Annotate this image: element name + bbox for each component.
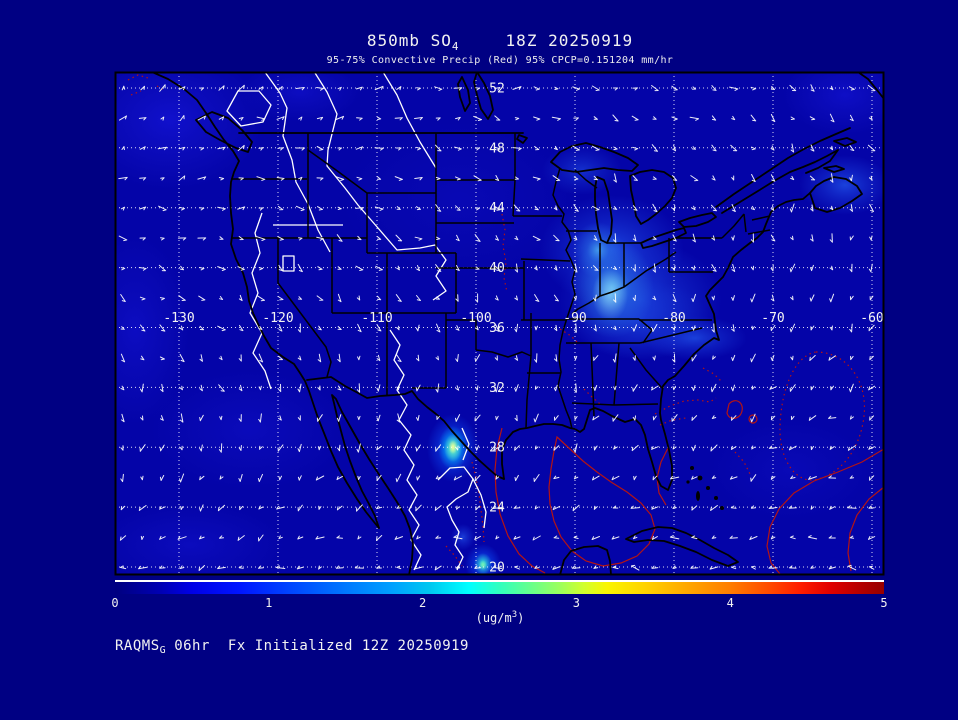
lat-tick-label: 28: [489, 441, 505, 456]
colorbar-tick-label: 2: [418, 596, 427, 610]
lon-tick-label: -100: [460, 311, 491, 326]
lon-tick-label: -130: [163, 311, 194, 326]
colorbar-tick-label: 1: [265, 596, 273, 610]
unit-suffix: ): [517, 611, 525, 625]
colorbar-tick-label: 0: [111, 596, 119, 610]
precip-contours-red: [127, 74, 883, 574]
lon-tick-label: -60: [860, 311, 883, 326]
coastline-borders: [152, 73, 883, 574]
axis-tick-labels: -130 -120 -110 -100 -90 -80 -70 -60 52 48 44 40 36 32…: [163, 82, 883, 576]
colorbar-gradient: [115, 580, 884, 594]
lon-tick-label: -70: [761, 311, 784, 326]
lat-tick-label: 24: [489, 501, 505, 516]
islands: [686, 466, 724, 510]
colorbar-tick-label: 3: [572, 596, 581, 610]
unit-prefix: (ug/m: [475, 611, 512, 625]
lon-tick-label: -90: [563, 311, 586, 326]
colorbar-tick-label: 5: [880, 596, 888, 610]
colorbar-unit-label: (ug/m3): [115, 610, 885, 625]
lat-tick-label: 40: [489, 261, 505, 276]
colorbar-tick-label: 4: [726, 596, 734, 610]
lat-tick-label: 52: [489, 82, 505, 97]
map-frame: [114, 71, 885, 576]
title-species: 850mb SO: [366, 31, 452, 50]
lat-tick-label: 36: [489, 321, 505, 336]
title-valid-time: 18Z 20250919: [505, 31, 634, 50]
plot-subtitle: 95-75% Convective Precip (Red) 95% CPCP=…: [326, 55, 674, 66]
forecast-hour: 06hr: [174, 638, 210, 654]
lon-tick-label: -120: [262, 311, 293, 326]
lat-tick-label: 48: [489, 141, 505, 156]
model-annotation: RAQMSG 06hr Fx Initialized 12Z 20250919: [115, 638, 469, 656]
lon-tick-label: -110: [361, 311, 392, 326]
wind-vectors: [118, 84, 876, 571]
lat-tick-label: 20: [489, 561, 505, 576]
state-borders: [231, 133, 771, 430]
lat-tick-label: 44: [489, 201, 505, 216]
model-name: RAQMS: [115, 638, 160, 654]
init-time: Fx Initialized 12Z 20250919: [227, 638, 469, 654]
title-species-subscript: 4: [451, 40, 460, 53]
model-name-subscript: G: [159, 645, 167, 656]
lat-tick-label: 32: [489, 381, 505, 396]
page-title: 850mb SO4 18Z 20250919: [115, 31, 885, 53]
unit-exponent: 3: [511, 610, 518, 620]
lon-tick-label: -80: [662, 311, 685, 326]
colorbar-tick-labels: 0 1 2 3 4 5: [111, 596, 888, 610]
